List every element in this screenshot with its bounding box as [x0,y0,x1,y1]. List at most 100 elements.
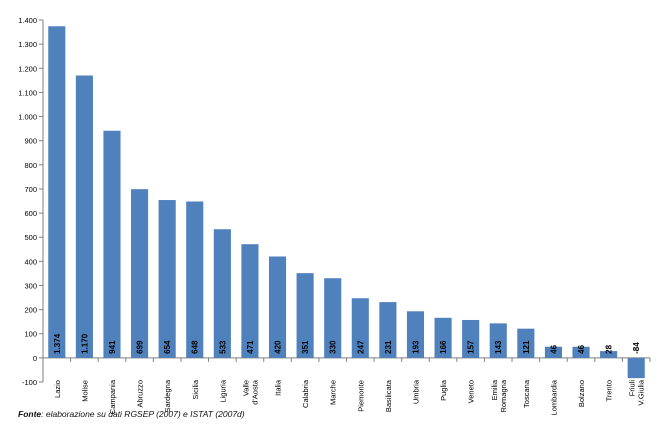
y-tick-label: 800 [24,161,37,170]
data-label: 143 [494,340,503,354]
data-label: 28 [605,344,614,353]
y-tick-label: -100 [22,378,37,387]
category-label: Puglia [439,379,448,401]
category-label: Emilia Romagna [490,379,508,412]
y-tick-label: 900 [24,137,37,146]
category-label: Friuli V.Giulia [628,379,646,405]
category-label: Abruzzo [136,380,145,408]
category-label: Veneto [467,380,476,403]
bar [600,351,618,358]
category-label: Campania [108,379,117,414]
category-label: Marche [329,380,338,405]
data-label: 121 [522,340,531,354]
y-tick-label: 600 [24,209,37,218]
bar [213,229,231,358]
category-label-line: Basilicata [384,379,393,412]
data-label: -84 [632,342,641,354]
y-tick-label: 1.300 [18,40,37,49]
data-label: 46 [549,344,558,353]
category-label-line: Calabria [301,379,310,408]
category-label-line: Campania [108,379,117,414]
bar [296,273,314,358]
bar [241,244,259,358]
data-label: 157 [467,340,476,354]
source-note: Fonte: elaborazione su dati RGSEP (2007)… [18,409,245,419]
category-label: Trento [605,380,614,401]
data-label: 941 [108,340,117,354]
y-tick-label: 300 [24,281,37,290]
bar [158,200,176,358]
category-label-line: Liguria [218,379,227,402]
category-label-line: Puglia [439,379,448,401]
bar [434,317,452,358]
bar [131,189,149,358]
category-label-line: Abruzzo [136,380,145,408]
bar [406,311,425,358]
bar [462,319,480,358]
category-label-line: Lazio [53,380,62,398]
data-label: 420 [274,340,283,354]
category-label-line: Bolzano [577,380,586,407]
category-label-line: Romagna [499,379,508,412]
data-label: 166 [439,340,448,354]
category-label: Sicilia [191,379,200,399]
category-label-line: Valle [241,380,250,396]
y-tick-label: 400 [24,257,37,266]
category-label: Liguria [218,379,227,402]
category-label-line: Umbria [411,379,420,404]
bar [103,130,121,358]
category-label: Toscana [522,379,531,408]
y-tick-label: 1.400 [18,16,37,25]
data-label: 247 [356,340,365,354]
category-label: Umbria [411,379,420,404]
y-tick-label: 0 [33,354,37,363]
category-label-line: Friuli [628,380,637,397]
category-label: Valle d'Aosta [241,379,259,405]
bar [489,323,507,358]
bar [268,256,287,358]
category-label-line: Piemonte [356,380,365,412]
bar [379,302,397,358]
category-label: Molise [80,380,89,402]
category-label-line: Sardegna [163,379,172,412]
data-label: 654 [163,340,172,354]
category-label: Bolzano [577,380,586,407]
bar [544,346,562,358]
category-label: Sardegna [163,379,172,412]
data-label: 231 [384,340,393,354]
category-label-line: Molise [80,380,89,402]
y-tick-label: 1.100 [18,88,37,97]
category-label: Lombardia [549,379,558,415]
category-label-line: Veneto [467,380,476,403]
y-tick-label: 100 [24,330,37,339]
data-label: 699 [136,340,145,354]
category-label: Lazio [53,380,62,398]
data-label: 533 [218,340,227,354]
category-label-line: V.Giulia [637,379,646,405]
bar [48,26,66,358]
data-label: 648 [191,340,200,354]
category-label: Italia [274,379,283,396]
data-label: 351 [301,340,310,354]
bar [517,328,535,358]
category-label: Basilicata [384,379,393,412]
source-lead: Fonte [18,409,42,419]
y-tick-label: 700 [24,185,37,194]
data-label: 1.170 [80,333,89,354]
category-label-line: Lombardia [549,379,558,415]
data-label: 193 [411,340,420,354]
y-tick-label: 200 [24,306,37,315]
data-label: 330 [329,340,338,354]
category-label-line: d'Aosta [250,379,259,405]
category-label-line: Marche [329,380,338,405]
category-label: Piemonte [356,380,365,412]
category-label-line: Trento [605,380,614,401]
bar [75,75,93,358]
bar [351,298,369,358]
data-label: 471 [246,340,255,354]
category-label: Calabria [301,379,310,408]
data-label: 46 [577,344,586,353]
category-label-line: Toscana [522,379,531,408]
